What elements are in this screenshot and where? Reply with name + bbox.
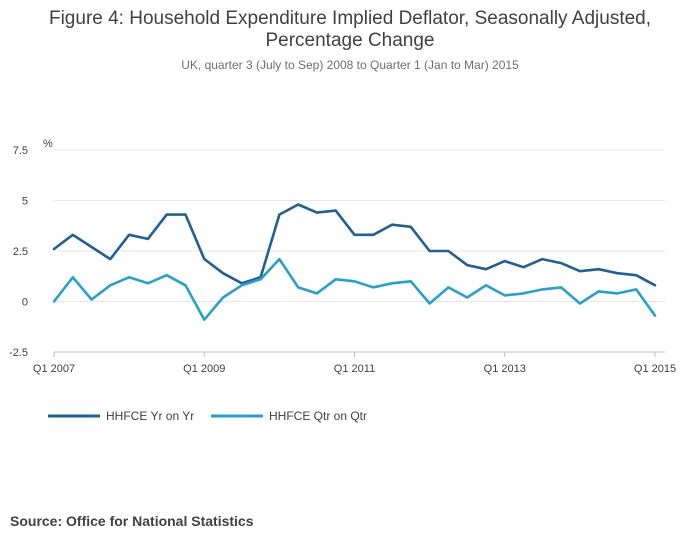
y-tick-label: 7.5: [13, 145, 28, 157]
series-line-yr-on-yr: [52, 203, 657, 287]
y-tick-label: -2.5: [9, 347, 28, 359]
legend-label-qtr-on-qtr: HHFCE Qtr on Qtr: [269, 409, 367, 423]
grid: [54, 149, 665, 302]
chart-subtitle: UK, quarter 3 (July to Sep) 2008 to Quar…: [181, 58, 519, 72]
series: [52, 203, 657, 322]
legend-label-yr-on-yr: HHFCE Yr on Yr: [106, 409, 194, 423]
x-tick-label: Q1 2015: [634, 363, 676, 375]
x-tick-label: Q1 2011: [334, 363, 375, 375]
y-tick-label: 2.5: [13, 246, 28, 258]
y-tick-label: 0: [22, 297, 28, 309]
x-tick-label: Q1 2007: [33, 363, 75, 375]
y-axis-unit-label: %: [43, 138, 53, 150]
x-tick-label: Q1 2013: [484, 363, 526, 375]
x-tick-label: Q1 2009: [183, 363, 225, 375]
source-note: Source: Office for National Statistics: [10, 513, 254, 529]
y-tick-label: 5: [22, 196, 28, 208]
series-line-qtr-on-qtr: [52, 257, 657, 322]
x-axis-ticks: Q1 2007 Q1 2009 Q1 2011 Q1 2013 Q1 2015: [33, 352, 676, 375]
y-axis-ticks: -2.5 0 2.5 5 7.5: [9, 145, 28, 359]
legend: HHFCE Yr on Yr HHFCE Qtr on Qtr: [48, 409, 367, 423]
chart-title-line-1: Figure 4: Household Expenditure Implied …: [49, 8, 651, 29]
chart-title-line-2: Percentage Change: [265, 30, 434, 51]
